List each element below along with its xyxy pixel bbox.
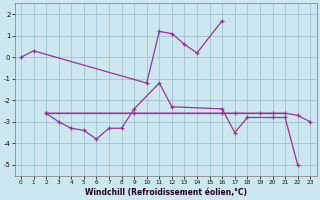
X-axis label: Windchill (Refroidissement éolien,°C): Windchill (Refroidissement éolien,°C) xyxy=(84,188,247,197)
